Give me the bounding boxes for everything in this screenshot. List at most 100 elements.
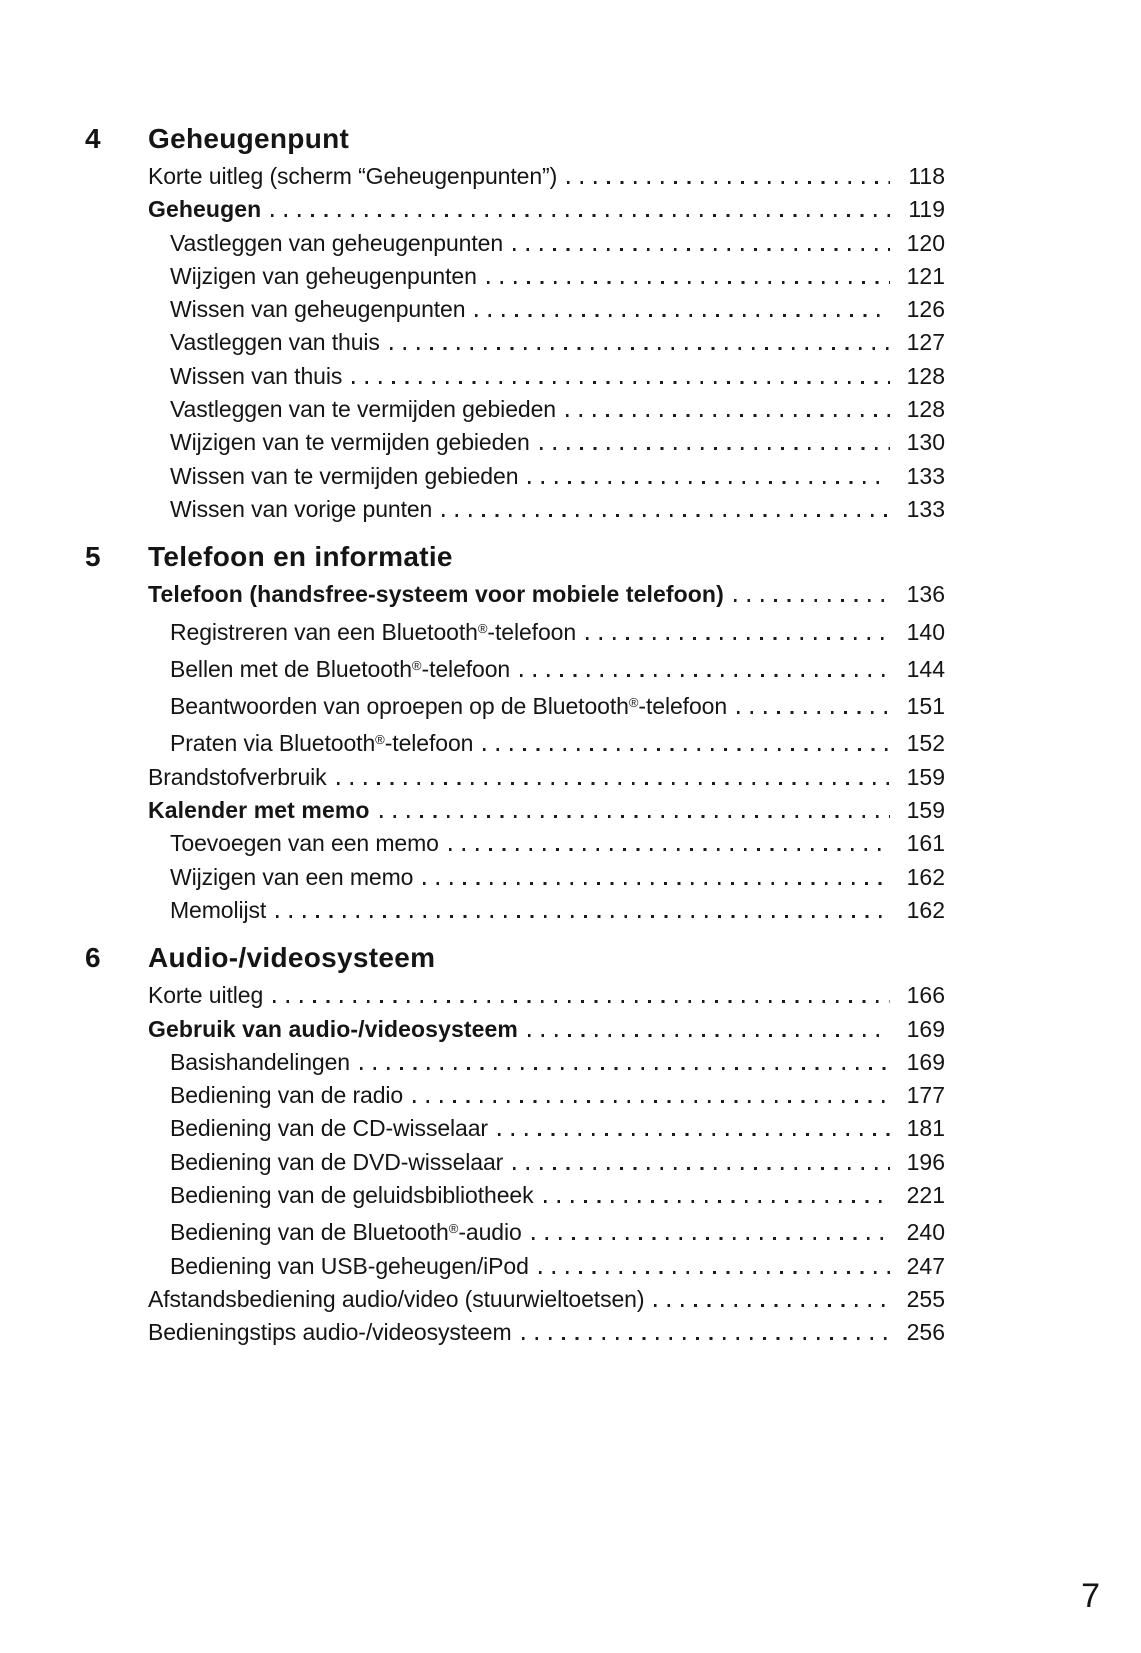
toc-entry: Wissen van vorige punten 133 (85, 493, 945, 526)
toc-entry: Memolijst 162 (85, 894, 945, 927)
dot-leader (360, 1066, 890, 1070)
dot-leader (271, 214, 890, 218)
toc-entry-page: 166 (906, 982, 945, 1009)
dot-leader (586, 636, 890, 640)
toc-entry-page: 181 (906, 1115, 945, 1142)
toc-entry: Wissen van thuis 128 (85, 360, 945, 393)
section-number: 6 (85, 942, 101, 974)
toc-entry-page: 256 (906, 1319, 945, 1346)
toc-entry-page: 130 (906, 429, 945, 456)
toc-entry-page: 159 (906, 797, 945, 824)
toc-entry-page: 133 (906, 462, 945, 489)
toc-entry: Wijzigen van geheugenpunten 121 (85, 260, 945, 293)
dot-leader (486, 280, 890, 284)
dot-leader (531, 1237, 890, 1241)
dot-leader (475, 314, 890, 318)
toc-entry: Gebruik van audio-/videosysteem 169 (85, 1013, 945, 1046)
toc-entry-page: 161 (906, 830, 945, 857)
section-title: Audio-/videosysteem (148, 942, 436, 974)
toc-entry: Registreren van een Bluetooth®-telefoon … (85, 612, 945, 649)
toc-entry-page: 121 (906, 262, 945, 289)
toc-entry-label: Bediening van de geluidsbibliotheek (170, 1182, 534, 1209)
dot-leader (528, 480, 890, 484)
toc-entry-page: 151 (906, 693, 945, 720)
toc-entry: Bedieningstips audio-/videosysteem 256 (85, 1316, 945, 1349)
toc-entry-page: 140 (906, 618, 945, 645)
dot-leader (483, 748, 890, 752)
toc-entry: Bediening van de geluidsbibliotheek 221 (85, 1179, 945, 1212)
dot-leader (442, 513, 890, 517)
toc-entry-label: Geheugen (148, 196, 262, 223)
toc-entry-label: Wijzigen van te vermijden gebieden (170, 429, 530, 456)
toc-entry: Vastleggen van thuis 127 (85, 326, 945, 359)
toc-entry-label: Praten via Bluetooth®-telefoon (170, 730, 474, 757)
toc-entry-label: Bediening van de CD-wisselaar (170, 1115, 488, 1142)
toc-entry-label: Beantwoorden van oproepen op de Bluetoot… (170, 693, 728, 720)
section-number: 4 (85, 123, 101, 154)
dot-leader (389, 347, 890, 351)
toc-entry-page: 169 (906, 1015, 945, 1042)
toc-entry: Korte uitleg 166 (85, 979, 945, 1012)
dot-leader (520, 673, 890, 677)
section-title: Telefoon en informatie (148, 541, 453, 573)
toc-entry-label: Registreren van een Bluetooth®-telefoon (170, 618, 577, 645)
toc-entry-page: 221 (906, 1182, 945, 1209)
toc-entry-page: 120 (906, 229, 945, 256)
toc-entry: Bellen met de Bluetooth®-telefoon 144 (85, 649, 945, 686)
dot-leader (543, 1200, 890, 1204)
section-entries: Korte uitleg (scherm “Geheugenpunten”) 1… (85, 160, 945, 526)
dot-leader (276, 914, 890, 918)
dot-leader (498, 1133, 890, 1137)
dot-leader (423, 881, 890, 885)
toc-entry: Praten via Bluetooth®-telefoon 152 (85, 723, 945, 760)
toc-entry-page: 128 (906, 362, 945, 389)
toc-entry-label: Kalender met memo (148, 797, 370, 824)
toc-entry: Bediening van USB-geheugen/iPod 247 (85, 1250, 945, 1283)
toc-entry-label: Toevoegen van een memo (170, 830, 439, 857)
toc-entry-page: 255 (906, 1285, 945, 1312)
toc-entry: Bediening van de radio 177 (85, 1079, 945, 1112)
section-number: 5 (85, 541, 101, 573)
dot-leader (273, 1000, 890, 1004)
toc-entry: Bediening van de DVD-wisselaar 196 (85, 1146, 945, 1179)
dot-leader (379, 815, 890, 819)
toc-entry-label: Bediening van de radio (170, 1082, 404, 1109)
toc-entry-page: 196 (906, 1148, 945, 1175)
dot-leader (567, 181, 890, 184)
toc-entry: Vastleggen van geheugenpunten 120 (85, 227, 945, 260)
section-entries: Telefoon (handsfree-systeem voor mobiele… (85, 578, 945, 927)
toc-entry: Toevoegen van een memo 161 (85, 827, 945, 860)
toc-entry-label: Gebruik van audio-/videosysteem (148, 1015, 518, 1042)
toc-entry: Brandstofverbruik 159 (85, 761, 945, 794)
toc-entry: Beantwoorden van oproepen op de Bluetoot… (85, 686, 945, 723)
toc-entry-label: Brandstofverbruik (148, 763, 327, 790)
toc-entry-page: 126 (906, 296, 945, 323)
toc-entry-label: Wissen van geheugenpunten (170, 296, 466, 323)
toc-entry-label: Bellen met de Bluetooth®-telefoon (170, 655, 511, 682)
toc-entry-label: Bediening van USB-geheugen/iPod (170, 1252, 529, 1279)
toc-entry-page: 159 (906, 763, 945, 790)
section-title: Geheugenpunt (148, 123, 350, 154)
dot-leader (513, 247, 890, 251)
toc-entry: Korte uitleg (scherm “Geheugenpunten”) 1… (85, 160, 945, 193)
toc-entry: Wissen van te vermijden gebieden 133 (85, 460, 945, 493)
toc-entry-label: Vastleggen van thuis (170, 329, 380, 356)
toc-entry-page: 118 (908, 163, 945, 189)
table-of-contents: 4 Geheugenpunt Korte uitleg (scherm “Geh… (85, 0, 945, 1350)
toc-entry: Kalender met memo 159 (85, 794, 945, 827)
toc-entry-page: 162 (906, 896, 945, 923)
toc-entry: Wissen van geheugenpunten 126 (85, 293, 945, 326)
dot-leader (733, 599, 890, 603)
toc-entry-label: Afstandsbediening audio/video (stuurwiel… (148, 1285, 645, 1312)
dot-leader (654, 1303, 890, 1307)
toc-entry-page: 128 (906, 396, 945, 423)
toc-entry-page: 119 (908, 196, 945, 223)
page-number-folio: 7 (1081, 1577, 1100, 1615)
toc-entry-label: Vastleggen van te vermijden gebieden (170, 396, 556, 423)
toc-entry-label: Bediening van de Bluetooth®-audio (170, 1219, 522, 1246)
section-entries: Korte uitleg 166 Gebruik van audio-/vide… (85, 979, 945, 1349)
toc-entry-label: Wijzigen van geheugenpunten (170, 262, 477, 289)
toc-section: 6 Audio-/videosysteem Korte uitleg 166 G… (85, 941, 945, 1349)
dot-leader (521, 1337, 890, 1341)
